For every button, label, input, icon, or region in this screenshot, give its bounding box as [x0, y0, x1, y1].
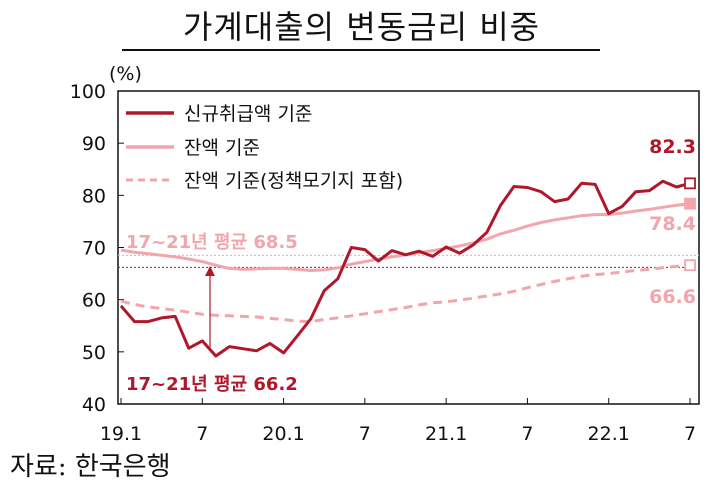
- end-marker-new: [684, 177, 696, 190]
- avg-label-balance: 17~21년 평균 68.5: [126, 232, 298, 253]
- avg-label-new: 17~21년 평균 66.2: [126, 374, 298, 395]
- end-label-new: 82.3: [649, 136, 696, 158]
- end-marker-balance: [684, 197, 696, 210]
- y-tick-label: 70: [82, 238, 106, 260]
- arrow-annotation: [205, 266, 215, 350]
- y-unit-label: (%): [109, 63, 142, 85]
- end-label-balance-incl: 66.6: [649, 286, 696, 308]
- legend-label-new: 신규취급액 기준: [184, 103, 312, 125]
- end-label-balance: 78.4: [649, 213, 696, 235]
- series-line-new: [119, 179, 691, 358]
- y-tick-label: 100: [70, 81, 106, 103]
- reference-lines: [118, 254, 699, 268]
- title-underline: [122, 49, 600, 51]
- y-axis-ticks: 40 50 60 70 80 90 100: [70, 81, 124, 416]
- x-tick-label: 20.1: [262, 423, 304, 445]
- y-tick-label: 50: [82, 342, 106, 364]
- y-tick-label: 90: [82, 133, 106, 155]
- x-tick-label: 7: [359, 423, 371, 445]
- x-tick-label: 19.1: [100, 423, 142, 445]
- x-tick-label: 22.1: [588, 423, 630, 445]
- y-tick-label: 80: [82, 185, 106, 207]
- series-line-balance-incl: [120, 263, 691, 324]
- x-tick-label: 7: [196, 423, 208, 445]
- legend-label-balance-incl: 잔액 기준(정책모기지 포함): [184, 170, 403, 192]
- series-lines: [119, 177, 696, 358]
- legend: 신규취급액 기준 잔액 기준 잔액 기준(정책모기지 포함): [126, 103, 403, 192]
- legend-label-balance: 잔액 기준: [184, 137, 260, 159]
- chart-title: 가계대출의 변동금리 비중: [182, 8, 541, 46]
- x-axis-ticks: 19.1 7 20.1 7 21.1 7 22.1 7: [100, 398, 696, 445]
- x-tick-label: 7: [521, 423, 533, 445]
- x-tick-label: 7: [684, 423, 696, 445]
- source-note: 자료: 한국은행: [10, 452, 171, 482]
- y-tick-label: 60: [82, 290, 106, 312]
- x-tick-label: 21.1: [425, 423, 467, 445]
- end-marker-balance-incl: [684, 259, 696, 272]
- y-tick-label: 40: [82, 394, 106, 416]
